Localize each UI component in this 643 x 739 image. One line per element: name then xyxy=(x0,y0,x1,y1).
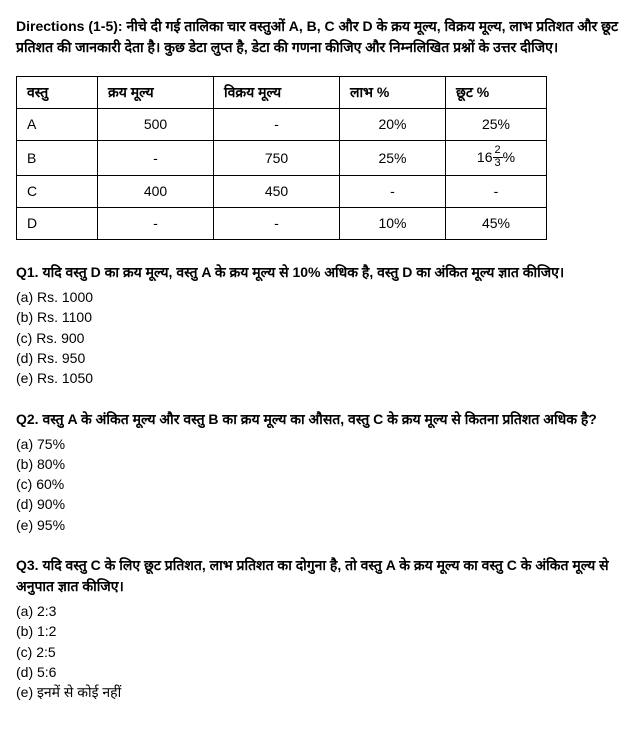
discount-suffix: % xyxy=(503,149,515,165)
option: (a) Rs. 1000 xyxy=(16,287,627,307)
cell-profit: - xyxy=(340,176,446,208)
cell-sp: 750 xyxy=(214,141,340,176)
cell-discount: 1623% xyxy=(446,141,547,176)
cell-item: A xyxy=(17,109,98,141)
table-header-profit: लाभ % xyxy=(340,77,446,109)
cell-discount: 25% xyxy=(446,109,547,141)
option: (a) 75% xyxy=(16,434,627,454)
directions-text: Directions (1-5): नीचे दी गई तालिका चार … xyxy=(16,16,627,58)
fraction-denominator: 3 xyxy=(493,158,503,170)
cell-cp: 400 xyxy=(98,176,214,208)
option: (b) 1:2 xyxy=(16,621,627,641)
option: (d) 5:6 xyxy=(16,662,627,682)
table-row: A 500 - 20% 25% xyxy=(17,109,547,141)
table-row: D - - 10% 45% xyxy=(17,208,547,240)
option: (c) 2:5 xyxy=(16,642,627,662)
discount-fraction: 23 xyxy=(493,145,503,169)
cell-cp: - xyxy=(98,208,214,240)
table-header-cp: क्रय मूल्य xyxy=(98,77,214,109)
option: (b) Rs. 1100 xyxy=(16,307,627,327)
option: (d) Rs. 950 xyxy=(16,348,627,368)
cell-profit: 20% xyxy=(340,109,446,141)
question-options: (a) 2:3 (b) 1:2 (c) 2:5 (d) 5:6 (e) इनमे… xyxy=(16,601,627,702)
cell-cp: 500 xyxy=(98,109,214,141)
option: (c) 60% xyxy=(16,474,627,494)
table-header-row: वस्तु क्रय मूल्य विक्रय मूल्य लाभ % छूट … xyxy=(17,77,547,109)
option: (d) 90% xyxy=(16,494,627,514)
cell-discount: 45% xyxy=(446,208,547,240)
table-header-item: वस्तु xyxy=(17,77,98,109)
question-text: Q3. यदि वस्तु C के लिए छूट प्रतिशत, लाभ … xyxy=(16,555,627,597)
option: (a) 2:3 xyxy=(16,601,627,621)
data-table: वस्तु क्रय मूल्य विक्रय मूल्य लाभ % छूट … xyxy=(16,76,547,240)
option: (e) इनमें से कोई नहीं xyxy=(16,682,627,702)
cell-item: C xyxy=(17,176,98,208)
table-row: B - 750 25% 1623% xyxy=(17,141,547,176)
discount-prefix: 16 xyxy=(477,149,493,165)
fraction-numerator: 2 xyxy=(493,145,503,158)
option: (c) Rs. 900 xyxy=(16,328,627,348)
option: (e) Rs. 1050 xyxy=(16,368,627,388)
cell-item: B xyxy=(17,141,98,176)
question-text: Q2. वस्तु A के अंकित मूल्य और वस्तु B का… xyxy=(16,409,627,430)
question-block: Q2. वस्तु A के अंकित मूल्य और वस्तु B का… xyxy=(16,409,627,535)
question-block: Q1. यदि वस्तु D का क्रय मूल्य, वस्तु A क… xyxy=(16,262,627,388)
cell-item: D xyxy=(17,208,98,240)
table-header-sp: विक्रय मूल्य xyxy=(214,77,340,109)
table-header-discount: छूट % xyxy=(446,77,547,109)
cell-discount: - xyxy=(446,176,547,208)
cell-profit: 10% xyxy=(340,208,446,240)
option: (b) 80% xyxy=(16,454,627,474)
table-row: C 400 450 - - xyxy=(17,176,547,208)
option: (e) 95% xyxy=(16,515,627,535)
question-text: Q1. यदि वस्तु D का क्रय मूल्य, वस्तु A क… xyxy=(16,262,627,283)
question-block: Q3. यदि वस्तु C के लिए छूट प्रतिशत, लाभ … xyxy=(16,555,627,702)
cell-sp: - xyxy=(214,109,340,141)
question-options: (a) 75% (b) 80% (c) 60% (d) 90% (e) 95% xyxy=(16,434,627,535)
cell-sp: - xyxy=(214,208,340,240)
cell-profit: 25% xyxy=(340,141,446,176)
cell-sp: 450 xyxy=(214,176,340,208)
question-options: (a) Rs. 1000 (b) Rs. 1100 (c) Rs. 900 (d… xyxy=(16,287,627,388)
cell-cp: - xyxy=(98,141,214,176)
